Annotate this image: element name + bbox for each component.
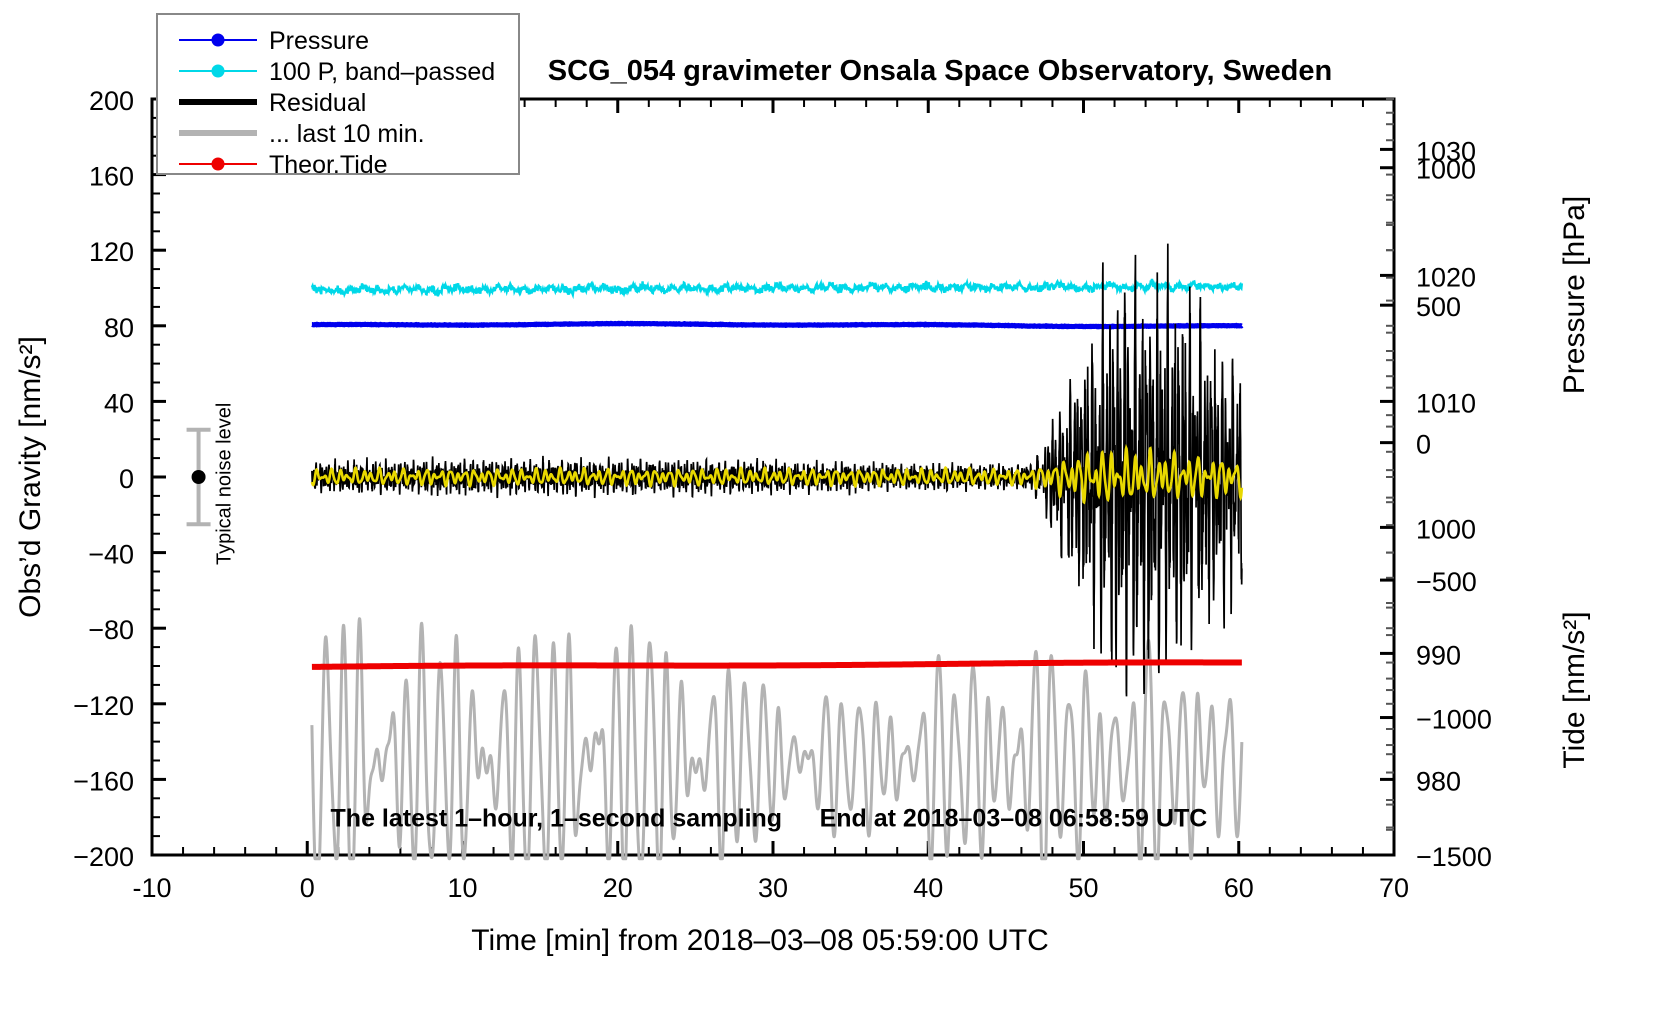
legend-marker-dot bbox=[211, 157, 225, 171]
y-tick-label: −160 bbox=[73, 766, 134, 796]
x-tick-label: 40 bbox=[913, 873, 943, 903]
legend-label: ... last 10 min. bbox=[269, 120, 425, 148]
trace-residual-last-window bbox=[310, 443, 1244, 505]
pressure-tick-label: 1020 bbox=[1416, 262, 1476, 292]
x-tick-label: -10 bbox=[132, 873, 171, 903]
legend-label: Theor.Tide bbox=[269, 151, 388, 179]
x-tick-label: 30 bbox=[758, 873, 788, 903]
pressure-tick-label: 990 bbox=[1416, 640, 1461, 670]
trace-theoretical-tide bbox=[309, 659, 1244, 670]
legend-marker-dot bbox=[211, 64, 225, 78]
x-tick-label: 60 bbox=[1224, 873, 1254, 903]
trace-pressure bbox=[309, 320, 1244, 330]
tide-tick-label: 500 bbox=[1416, 292, 1461, 322]
x-axis: -10 0 10 20 30 40 50 60 70 bbox=[132, 99, 1409, 903]
typical-noise-label: Typical noise level bbox=[214, 403, 236, 565]
legend-marker-dot bbox=[211, 33, 225, 47]
legend-label: 100 P, band–passed bbox=[269, 58, 495, 86]
tide-tick-label: −1500 bbox=[1416, 842, 1492, 872]
y-tick-label: 160 bbox=[89, 162, 134, 192]
y-axis-title-tide: Tide [nm/s²] bbox=[1558, 611, 1591, 768]
y-axis-left-gravity: 200 160 120 80 40 0 −40 −80 −120 −160 −200 bbox=[73, 86, 166, 872]
x-tick-label: 10 bbox=[447, 873, 477, 903]
y-tick-label: 0 bbox=[119, 464, 134, 494]
y-tick-label: 120 bbox=[89, 237, 134, 267]
y-tick-label: −200 bbox=[73, 842, 134, 872]
trace-last-10-min bbox=[310, 617, 1244, 861]
pressure-tick-label: 1030 bbox=[1416, 136, 1476, 166]
pressure-tick-label: 1010 bbox=[1416, 388, 1476, 418]
x-tick-label: 70 bbox=[1379, 873, 1409, 903]
y-tick-label: −80 bbox=[88, 615, 134, 645]
tide-tick-label: 1000 bbox=[1416, 155, 1476, 185]
x-tick-label: 20 bbox=[603, 873, 633, 903]
tide-tick-label: 0 bbox=[1416, 430, 1431, 460]
legend: Pressure 100 P, band–passed Residual ... la… bbox=[156, 13, 520, 179]
y-tick-label: −40 bbox=[88, 540, 134, 570]
x-axis-title: Time [min] from 2018–03–08 05:59:00 UTC bbox=[471, 924, 1049, 957]
y-tick-label: −120 bbox=[73, 691, 134, 721]
pressure-tick-label: 1000 bbox=[1416, 514, 1476, 544]
y-tick-label: 40 bbox=[104, 388, 134, 418]
trace-pressure-bandpassed bbox=[310, 277, 1244, 300]
y-tick-label: 200 bbox=[89, 86, 134, 116]
annotation-sampling: The latest 1–hour, 1–second sampling bbox=[331, 805, 783, 833]
tide-tick-label: −1000 bbox=[1416, 705, 1492, 735]
y-axis-right-pressure: 1030 1020 1010 1000 990 980 bbox=[1380, 98, 1476, 856]
x-tick-label: 50 bbox=[1068, 873, 1098, 903]
tide-tick-label: −500 bbox=[1416, 567, 1477, 597]
legend-label: Pressure bbox=[269, 27, 369, 55]
noise-errorbar-point bbox=[191, 470, 206, 484]
pressure-tick-label: 980 bbox=[1416, 766, 1461, 796]
legend-label: Residual bbox=[269, 89, 366, 117]
data-traces bbox=[309, 243, 1244, 861]
y-tick-label: 80 bbox=[104, 313, 134, 343]
x-tick-label: 0 bbox=[300, 873, 315, 903]
typical-noise-marker bbox=[186, 427, 211, 527]
y-axis-right-tide: 1000 500 0 −500 −1000 −1500 bbox=[1380, 111, 1492, 872]
annotation-end-time: End at 2018–03–08 06:58:59 UTC bbox=[820, 805, 1208, 833]
page-title: SCG_054 gravimeter Onsala Space Observat… bbox=[548, 55, 1332, 87]
y-axis-title-pressure: Pressure [hPa] bbox=[1558, 196, 1591, 394]
y-axis-title-gravity: Obs’d Gravity [nm/s²] bbox=[14, 336, 47, 618]
